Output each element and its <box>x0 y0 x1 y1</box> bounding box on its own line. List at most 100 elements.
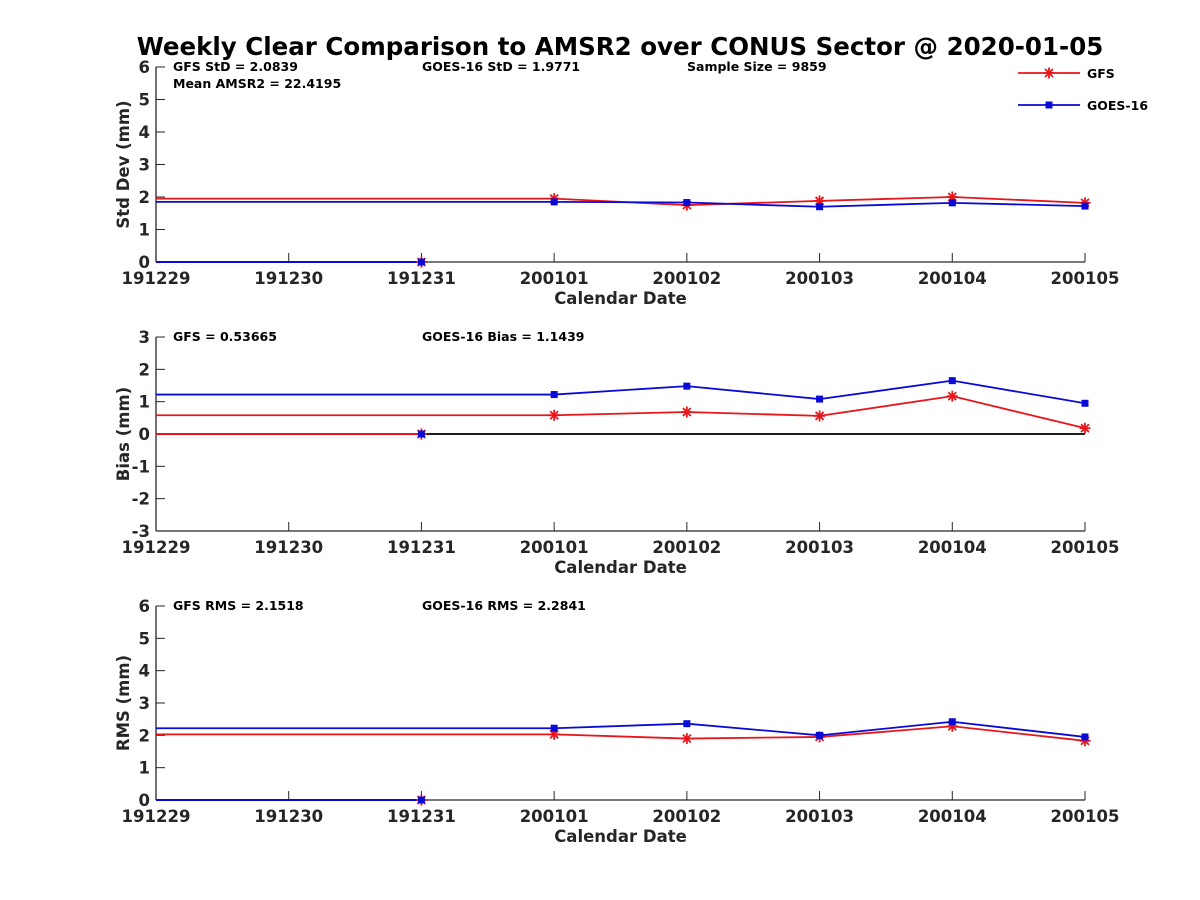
x-tick-label: 200103 <box>785 538 854 557</box>
series-line-gfs <box>156 725 1086 742</box>
goes16-point <box>417 258 425 266</box>
x-tick-label: 191229 <box>122 807 191 826</box>
stat-annotation: GOES-16 StD = 1.9771 <box>422 59 580 74</box>
y-tick-label: 0 <box>139 425 150 444</box>
x-axis-label: Calendar Date <box>554 827 687 846</box>
stat-annotation: Mean AMSR2 = 22.4195 <box>173 76 341 91</box>
x-tick-label: 191229 <box>122 269 191 288</box>
series-line-goes16 <box>156 379 1086 405</box>
gfs-point <box>548 409 560 421</box>
x-tick-label: 200101 <box>520 807 589 826</box>
goes16-point <box>816 395 824 403</box>
x-tick-label: 200102 <box>652 807 721 826</box>
y-tick-label: 2 <box>139 360 150 379</box>
goes16-point <box>550 198 558 206</box>
goes16-point <box>683 720 691 728</box>
y-axis-label: RMS (mm) <box>114 655 133 751</box>
y-tick-label: 3 <box>139 156 150 175</box>
series-line-goes16 <box>156 200 1086 208</box>
x-tick-label: 191230 <box>254 269 323 288</box>
x-tick-label: 200105 <box>1051 538 1120 557</box>
goes16-point <box>816 731 824 739</box>
gfs-point-stroke <box>682 733 692 744</box>
y-tick-label: 3 <box>139 694 150 713</box>
x-tick-label: 200103 <box>785 269 854 288</box>
y-tick-label: 2 <box>139 726 150 745</box>
goes16-point <box>1081 733 1089 741</box>
y-tick-label: 6 <box>139 597 150 616</box>
gfs-point-stroke <box>1080 423 1090 433</box>
y-tick-label: 1 <box>139 759 150 778</box>
y-tick-label: -1 <box>132 457 150 476</box>
y-tick-label: 5 <box>139 629 150 648</box>
goes16-point <box>550 724 558 732</box>
series-line-goes16 <box>156 720 1086 738</box>
goes16-point <box>683 382 691 390</box>
y-tick-label: 4 <box>139 123 150 142</box>
gfs-point <box>946 390 958 402</box>
y-tick-label: 0 <box>139 791 150 810</box>
y-tick-label: 2 <box>139 188 150 207</box>
x-tick-label: 191231 <box>387 807 456 826</box>
goes16-point <box>417 430 425 438</box>
stat-annotation: GOES-16 Bias = 1.1439 <box>422 329 584 344</box>
chart-title: Weekly Clear Comparison to AMSR2 over CO… <box>137 32 1104 61</box>
legend: GFS GOES-16 <box>1018 66 1148 113</box>
x-axis-label: Calendar Date <box>554 558 687 577</box>
y-tick-label: 3 <box>139 328 150 347</box>
y-tick-label: 1 <box>139 393 150 412</box>
bias-panel: -3 -2 -1 0 1 2 3 191229 191230 191231 200101 200102… <box>114 328 1119 577</box>
x-tick-label: 200101 <box>520 538 589 557</box>
y-axis-label: Std Dev (mm) <box>114 100 133 228</box>
series-line-gfs <box>156 395 1086 430</box>
x-tick-label: 191231 <box>387 538 456 557</box>
y-tick-label: -3 <box>132 522 150 541</box>
x-tick-label: 191230 <box>254 538 323 557</box>
y-tick-label: 0 <box>139 253 150 272</box>
legend-label: GFS <box>1087 66 1115 81</box>
gfs-point <box>681 406 693 418</box>
goes16-point <box>1081 399 1089 407</box>
x-tick-label: 200102 <box>652 538 721 557</box>
y-tick-label: -2 <box>132 490 150 509</box>
stat-annotation: GOES-16 RMS = 2.2841 <box>422 598 586 613</box>
x-tick-label: 200104 <box>918 269 987 288</box>
std-dev-panel: 0 1 2 3 4 5 6 191229 191230 191231 200101 200102 200… <box>114 58 1119 308</box>
gfs-point-stroke <box>814 411 825 421</box>
legend-marker-goes16 <box>1045 101 1053 109</box>
goes16-point <box>948 718 956 726</box>
goes16-point <box>1081 202 1089 210</box>
x-tick-label: 200104 <box>918 538 987 557</box>
legend-label: GOES-16 <box>1087 98 1148 113</box>
legend-marker-gfs <box>1043 67 1055 79</box>
x-tick-label: 200105 <box>1051 269 1120 288</box>
y-axis-label: Bias (mm) <box>114 387 133 481</box>
stat-annotation: GFS RMS = 2.1518 <box>173 598 304 613</box>
x-tick-label: 200101 <box>520 269 589 288</box>
gfs-point <box>1079 422 1091 434</box>
x-tick-label: 191229 <box>122 538 191 557</box>
x-tick-label: 200104 <box>918 807 987 826</box>
y-tick-label: 4 <box>139 662 150 681</box>
stat-annotation: GFS = 0.53665 <box>173 329 277 344</box>
gfs-point-stroke <box>682 407 692 417</box>
goes16-point <box>816 203 824 211</box>
x-tick-label: 191230 <box>254 807 323 826</box>
gfs-point-stroke <box>549 729 559 739</box>
x-tick-label: 200105 <box>1051 807 1120 826</box>
y-tick-label: 5 <box>139 91 150 110</box>
stat-annotation: GFS StD = 2.0839 <box>173 59 298 74</box>
rms-panel: 0 1 2 3 4 5 6 191229 191230 191231 200101 200102 200… <box>114 597 1119 846</box>
stat-annotation: Sample Size = 9859 <box>687 59 827 74</box>
x-axis-label: Calendar Date <box>554 289 687 308</box>
y-tick-label: 6 <box>139 58 150 77</box>
legend-marker-gfs-stroke <box>1044 68 1054 78</box>
gfs-point-stroke <box>549 410 559 420</box>
x-tick-label: 191231 <box>387 269 456 288</box>
y-tick-label: 1 <box>139 221 150 240</box>
goes16-point <box>417 796 425 804</box>
x-tick-label: 200103 <box>785 807 854 826</box>
goes16-point <box>683 199 691 207</box>
gfs-point <box>814 410 826 422</box>
